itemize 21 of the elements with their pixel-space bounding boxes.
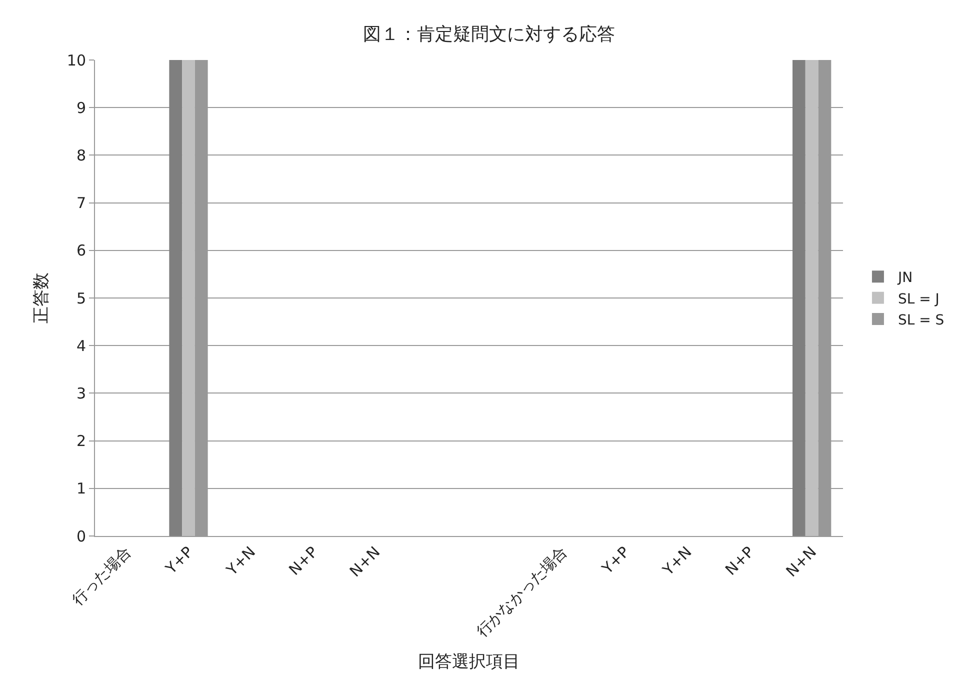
y-tick-label: 2 xyxy=(76,432,86,450)
y-tick-label: 9 xyxy=(76,98,86,117)
x-axis-title: 回答選択項目 xyxy=(418,652,520,671)
y-tick-label: 5 xyxy=(76,289,86,308)
y-tick-label: 8 xyxy=(76,146,86,164)
y-tick-label: 1 xyxy=(76,480,86,498)
legend-label: SL = J xyxy=(898,291,940,308)
x-tick-label: 行かなかった場合 xyxy=(473,542,571,640)
y-tick-label: 6 xyxy=(76,242,86,260)
y-axis-title: 正答数 xyxy=(31,272,50,324)
y-tick-label: 10 xyxy=(66,51,86,70)
y-tick-label: 3 xyxy=(76,384,86,402)
x-tick-label: 行った場合 xyxy=(68,542,134,609)
y-tick-label: 0 xyxy=(76,527,86,546)
y-tick-label: 4 xyxy=(76,336,86,355)
chart-title: 図１：肯定疑問文に対する応答 xyxy=(363,24,615,44)
x-tick-label: Y+P xyxy=(598,542,633,578)
legend-label: JN xyxy=(896,270,913,286)
y-tick-label: 7 xyxy=(76,194,86,212)
x-tick-label: Y+P xyxy=(161,542,197,578)
legend-label: SL = S xyxy=(898,312,944,328)
